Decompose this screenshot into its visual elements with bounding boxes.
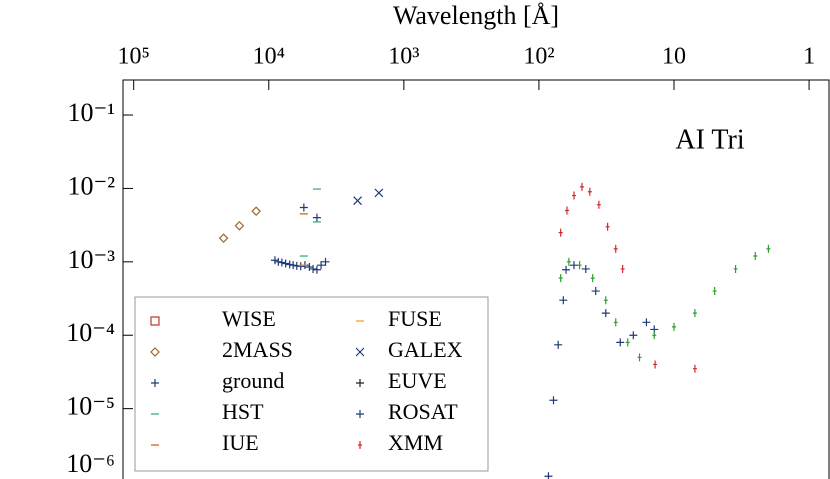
data-point (733, 264, 738, 273)
y-tick-label: 10⁻³ (67, 245, 115, 274)
data-point (616, 338, 625, 347)
data-point (587, 187, 592, 196)
legend-symbol (358, 441, 362, 449)
data-point (620, 264, 625, 273)
legend-symbol (355, 347, 365, 357)
data-point (753, 252, 758, 261)
data-point (305, 263, 314, 272)
data-point (558, 228, 563, 237)
data-point (637, 353, 642, 362)
data-point (613, 318, 618, 327)
plot-frame (122, 79, 830, 479)
data-point (564, 206, 569, 215)
y-tick-label: 10⁻² (67, 171, 115, 200)
data-point (590, 274, 595, 283)
data-point (629, 331, 638, 340)
data-point (549, 396, 558, 405)
legend-label: GALEX (388, 337, 463, 362)
data-point (605, 222, 610, 231)
data-point (672, 322, 676, 331)
data-point (766, 244, 771, 253)
legend-label: FUSE (388, 306, 442, 331)
data-point (554, 340, 563, 349)
x-tick-label: 10⁴ (253, 44, 285, 70)
data-point (281, 259, 290, 268)
data-point (317, 261, 326, 270)
data-point (571, 191, 576, 200)
legend-label: IUE (222, 430, 259, 455)
data-point (562, 265, 571, 274)
data-point (353, 196, 363, 206)
data-point (569, 261, 578, 270)
data-point (566, 257, 571, 266)
data-point (613, 244, 618, 253)
data-point (299, 203, 308, 212)
legend-label: ground (222, 368, 284, 393)
data-point (289, 261, 298, 270)
legend-label: WISE (222, 306, 276, 331)
x-tick-label: 10² (523, 44, 554, 70)
data-point (692, 364, 697, 373)
data-point (591, 287, 600, 296)
data-point (559, 296, 568, 305)
x-tick-label: 10 (662, 44, 686, 70)
data-point (274, 257, 283, 266)
data-point (558, 274, 563, 283)
legend-box (134, 296, 489, 472)
data-point (653, 360, 658, 369)
legend-symbol (150, 316, 160, 326)
data-point (652, 331, 657, 340)
data-point (277, 258, 286, 267)
legend-label: XMM (388, 430, 443, 455)
x-tick-label: 10⁵ (118, 44, 150, 70)
marks (218, 182, 771, 479)
y-tick-label: 10⁻⁴ (66, 318, 115, 347)
data-point (642, 318, 651, 327)
data-point (312, 265, 321, 274)
y-tick-label: 10⁻¹ (67, 98, 115, 127)
data-point (309, 264, 318, 273)
data-point (579, 182, 584, 191)
legend-label: HST (222, 399, 264, 424)
legend-symbol (356, 410, 364, 418)
data-point (603, 296, 608, 305)
data-point (596, 200, 601, 209)
data-point (581, 264, 590, 273)
data-point (312, 213, 321, 222)
y-tick-label: 10⁻⁶ (66, 449, 115, 478)
legend-symbol (356, 379, 364, 387)
data-point (692, 309, 697, 318)
data-point (234, 220, 245, 231)
x-tick-label: 1 (803, 44, 815, 70)
data-point (625, 338, 630, 347)
annotation: AI Tri (675, 124, 744, 155)
data-point (577, 261, 582, 270)
legend-label: 2MASS (222, 337, 293, 362)
legend-symbol (151, 379, 159, 387)
y-tick-label: 10⁻⁵ (66, 392, 115, 421)
x-tick-label: 10³ (388, 44, 419, 70)
data-point (712, 287, 717, 296)
data-point (270, 256, 279, 265)
data-point (296, 262, 305, 271)
data-point (251, 206, 262, 217)
legend-symbol (150, 347, 160, 357)
legend: WISE 2MASS ground HST IUE FUSE GALEX EUVE ROSAT X… (150, 306, 463, 455)
data-point (218, 233, 229, 244)
x-axis-label: Wavelength [Å] (393, 1, 559, 30)
legend-label: ROSAT (388, 399, 458, 424)
data-point (544, 472, 553, 479)
legend-label: EUVE (388, 368, 447, 393)
data-point (601, 309, 610, 318)
data-point (321, 257, 330, 266)
data-point (374, 188, 384, 198)
data-point (285, 260, 294, 269)
